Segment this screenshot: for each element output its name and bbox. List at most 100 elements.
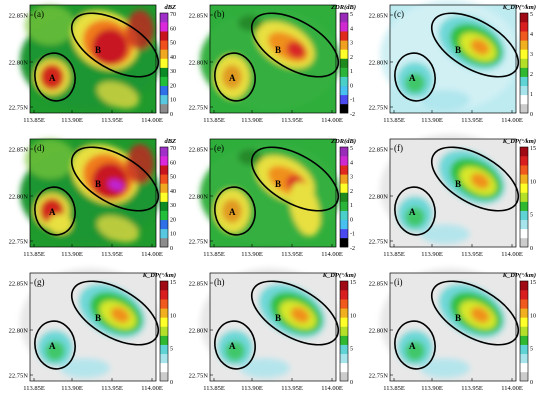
colorbar-tick-label: 30 [170,69,176,75]
panel-frame [209,4,337,114]
y-tick-label: 22.80N [189,328,209,335]
region-label: B [275,313,281,323]
colorbar-tick-label: 4 [350,26,353,32]
colorbar-segment [520,85,528,96]
echo-cell [222,199,242,223]
colorbar-tick-label: 5 [530,12,533,18]
colorbar-segment [520,192,528,202]
region-contour [394,320,436,370]
colorbar-frame [159,12,169,114]
colorbar-variable-label: ZDR(dB) [330,4,356,11]
echo-cell [238,149,262,165]
colorbar-segment [160,362,168,373]
x-tick-label: 113.90E [241,117,263,124]
colorbar-segment [520,58,528,68]
x-tick-label: 113.85E [23,251,45,258]
echo-field [20,268,160,378]
colorbar-segment [520,335,528,345]
region-label: B [455,45,461,55]
radar-panel: A B (i) 22.85N 22.80N 22.75N 113.85E 113.90E 113… [369,268,536,392]
region-label: A [49,73,56,83]
region-label: A [229,207,236,217]
colorbar-segment [160,344,168,355]
x-tick-label: 113.85E [23,117,45,124]
y-tick-label: 22.75N [9,239,29,246]
colorbar-segment [520,219,528,230]
y-tick-label: 22.85N [369,281,389,288]
panel-letter: (a) [34,9,44,19]
colorbar-tick-label: 1 [350,69,353,75]
colorbar-segment [160,219,168,230]
colorbar-segment [520,228,528,239]
colorbar-frame [519,12,529,114]
radar-panel: A B (c) 22.85N 22.80N 22.75N 113.85E 113.90E 113… [369,0,536,124]
echo-field [200,268,340,378]
region-label: B [95,179,101,189]
colorbar-segment [520,201,528,211]
x-tick-label: 113.90E [421,117,443,124]
colorbar-tick-label: 3 [350,175,353,181]
y-tick-label: 22.75N [369,105,389,112]
x-tick-label: 114.00E [141,385,163,392]
colorbar-tick-label: 10 [170,313,176,319]
echo-cell [222,65,242,89]
radar-panel: A B (g) 22.85N 22.80N 22.75N 113.85E 113.90E 113… [9,268,176,392]
colorbar-segment [340,58,348,68]
region-label: B [275,45,281,55]
colorbar-segment [340,299,348,309]
region-contour [394,186,436,236]
x-tick-label: 113.95E [281,117,303,124]
colorbar-tick-label: 10 [170,232,176,238]
colorbar-tick-label: 20 [170,83,176,89]
region-contour [250,12,340,78]
echo-cell [240,358,290,378]
region-contour [70,146,160,212]
colorbar-frame [339,12,349,114]
colorbar-variable-label: K_DP(°/km) [502,138,536,145]
panel-frame [389,4,517,114]
colorbar-tick-label: 60 [170,26,176,32]
colorbar-variable-label: K_DP(°/km) [502,4,536,11]
panel-frame [389,272,517,382]
y-tick-label: 22.85N [189,13,209,20]
colorbar-tick-label: 5 [350,12,353,18]
region-contour [250,280,340,346]
colorbar-segment [340,22,348,32]
colorbar-segment [520,210,528,221]
colorbar-segment [340,156,348,166]
panel-letter: (c) [394,9,404,19]
echo-cell [405,341,425,361]
x-tick-label: 114.00E [501,117,523,124]
region-label: A [409,73,416,83]
colorbar-tick-label: 0 [350,83,353,89]
colorbar-segment [340,147,348,157]
colorbar-segment [160,67,168,77]
radar-panel: A B (f) 22.85N 22.80N 22.75N 113.85E 113.90E 113… [369,134,536,258]
x-tick-label: 113.95E [461,117,483,124]
colorbar-segment [160,94,168,105]
colorbar-segment [520,156,528,166]
colorbar-segment [340,94,348,105]
y-tick-label: 22.75N [189,239,209,246]
colorbar-segment [340,67,348,77]
echo-cell [48,214,72,234]
x-tick-label: 113.90E [241,251,263,258]
colorbar-segment [520,147,528,157]
colorbar-segment [520,362,528,373]
colorbar-segment [160,147,168,157]
colorbar-tick-label: -2 [350,112,355,118]
colorbar-segment [520,94,528,105]
y-tick-label: 22.75N [189,105,209,112]
colorbar-segment [340,353,348,364]
region-contour [34,186,76,236]
region-label: A [409,341,416,351]
colorbar-frame [519,280,529,382]
region-label: B [95,313,101,323]
y-tick-label: 22.85N [9,281,29,288]
x-tick-label: 114.00E [141,251,163,258]
colorbar-segment [340,308,348,318]
x-tick-label: 113.90E [61,117,83,124]
colorbar-frame [519,146,529,248]
colorbar-tick-label: 40 [170,55,176,61]
